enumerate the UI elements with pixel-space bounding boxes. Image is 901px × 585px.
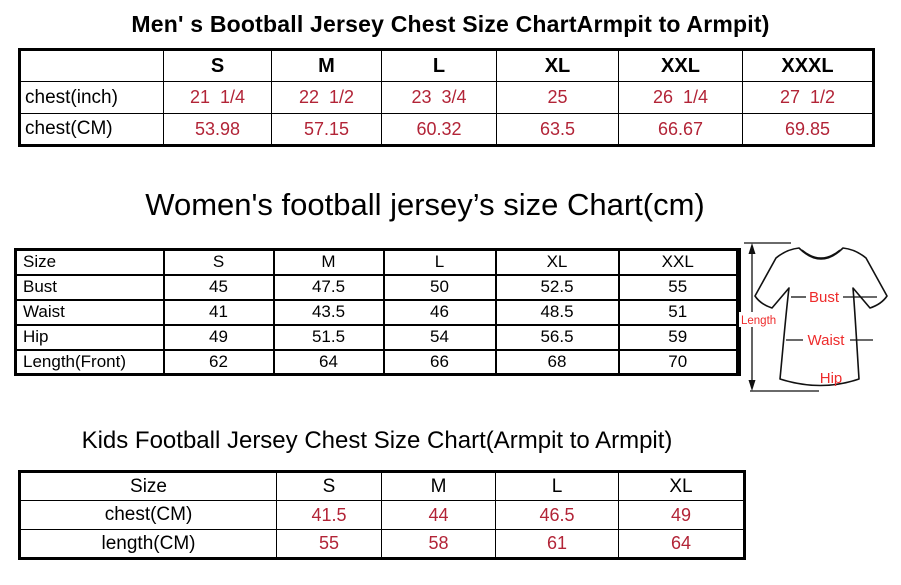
value-cell: 63.5 <box>496 113 619 146</box>
table-row: chest(CM) 53.98 57.15 60.32 63.5 66.67 6… <box>19 113 874 146</box>
hip-label: Hip <box>820 370 843 387</box>
table-row: Bust 45 47.5 50 52.5 55 <box>14 273 740 301</box>
row-label-cell: chest(inch) <box>19 81 164 114</box>
size-header-cell: XL <box>618 471 745 501</box>
table-row: length(CM) 55 58 61 64 <box>19 529 745 559</box>
value-cell: 57.15 <box>271 113 382 146</box>
value-cell: 46 <box>382 298 497 326</box>
value-cell: 44 <box>381 500 496 530</box>
table-row: Hip 49 51.5 54 56.5 59 <box>14 323 740 351</box>
value-cell: 54 <box>382 323 497 351</box>
value-cell: 51 <box>617 298 740 326</box>
size-header-cell: L <box>495 471 619 501</box>
size-header-cell: M <box>381 471 496 501</box>
size-header-cell: S <box>163 49 272 82</box>
row-label-cell: Hip <box>14 323 165 351</box>
row-label-cell: Waist <box>14 298 165 326</box>
value-cell: 52.5 <box>494 273 620 301</box>
value-cell: 58 <box>381 529 496 559</box>
table-row: chest(inch) 21 1/4 22 1/2 23 3/4 25 26 1… <box>19 81 874 114</box>
value-cell: 70 <box>617 348 740 376</box>
row-label-cell: Length(Front) <box>14 348 165 376</box>
value-cell: 46.5 <box>495 500 619 530</box>
value-cell: 69.85 <box>742 113 874 146</box>
value-cell: 49 <box>618 500 745 530</box>
size-header-cell: M <box>272 248 385 276</box>
size-header-cell: XXXL <box>742 49 874 82</box>
size-header-cell: XXL <box>618 49 743 82</box>
tshirt-icon <box>754 247 888 387</box>
womens-chart-title: Women's football jersey’s size Chart(cm) <box>145 187 705 222</box>
row-label-cell: chest(CM) <box>19 500 277 530</box>
value-cell: 45 <box>162 273 275 301</box>
size-header-cell: L <box>382 248 497 276</box>
value-cell: 48.5 <box>494 298 620 326</box>
value-cell: 55 <box>617 273 740 301</box>
kids-size-table: Size S M L XL chest(CM) 41.5 44 46.5 49 … <box>18 470 746 560</box>
length-label: Length <box>741 315 776 327</box>
table-row: chest(CM) 41.5 44 46.5 49 <box>19 500 745 530</box>
value-cell: 60.32 <box>381 113 497 146</box>
value-cell: 62 <box>162 348 275 376</box>
value-cell: 47.5 <box>272 273 385 301</box>
womens-header-row: Size S M L XL XXL <box>14 248 740 276</box>
value-cell: 56.5 <box>494 323 620 351</box>
value-cell: 22 1/2 <box>271 81 382 114</box>
mens-size-table: S M L XL XXL XXXL chest(inch) 21 1/4 22 … <box>18 48 875 147</box>
table-row: Waist 41 43.5 46 48.5 51 <box>14 298 740 326</box>
size-header-cell: XXL <box>617 248 740 276</box>
value-cell: 53.98 <box>163 113 272 146</box>
length-label-backing <box>739 312 779 327</box>
tshirt-measurement-diagram: Length Bust Waist Hip <box>739 240 901 400</box>
size-header-label-cell: Size <box>19 471 277 501</box>
size-header-cell: S <box>276 471 382 501</box>
value-cell: 26 1/4 <box>618 81 743 114</box>
size-header-cell: L <box>381 49 497 82</box>
size-header-cell: M <box>271 49 382 82</box>
size-header-cell: S <box>162 248 275 276</box>
waist-label: Waist <box>808 332 846 349</box>
corner-cell <box>19 49 164 82</box>
value-cell: 41.5 <box>276 500 382 530</box>
bust-label: Bust <box>809 289 840 306</box>
womens-size-table: Size S M L XL XXL Bust 45 47.5 50 52.5 5… <box>14 248 741 376</box>
value-cell: 23 3/4 <box>381 81 497 114</box>
value-cell: 64 <box>272 348 385 376</box>
value-cell: 21 1/4 <box>163 81 272 114</box>
value-cell: 50 <box>382 273 497 301</box>
value-cell: 41 <box>162 298 275 326</box>
table-row: Length(Front) 62 64 66 68 70 <box>14 348 740 376</box>
value-cell: 68 <box>494 348 620 376</box>
value-cell: 64 <box>618 529 745 559</box>
value-cell: 27 1/2 <box>742 81 874 114</box>
value-cell: 61 <box>495 529 619 559</box>
row-label-cell: chest(CM) <box>19 113 164 146</box>
value-cell: 51.5 <box>272 323 385 351</box>
kids-chart-title: Kids Football Jersey Chest Size Chart(Ar… <box>81 427 673 454</box>
size-header-cell: XL <box>494 248 620 276</box>
mens-chart-title: Men' s Bootball Jersey Chest Size ChartA… <box>131 11 770 37</box>
mens-header-row: S M L XL XXL XXXL <box>19 49 874 82</box>
row-label-cell: Bust <box>14 273 165 301</box>
value-cell: 55 <box>276 529 382 559</box>
row-label-cell: length(CM) <box>19 529 277 559</box>
size-header-cell: XL <box>496 49 619 82</box>
value-cell: 66.67 <box>618 113 743 146</box>
value-cell: 66 <box>382 348 497 376</box>
length-arrow-icon <box>744 242 819 392</box>
kids-header-row: Size S M L XL <box>19 471 745 501</box>
value-cell: 43.5 <box>272 298 385 326</box>
value-cell: 49 <box>162 323 275 351</box>
value-cell: 59 <box>617 323 740 351</box>
value-cell: 25 <box>496 81 619 114</box>
tshirt-diagram-svg: Length Bust Waist Hip <box>739 242 888 392</box>
size-header-label-cell: Size <box>14 248 165 276</box>
